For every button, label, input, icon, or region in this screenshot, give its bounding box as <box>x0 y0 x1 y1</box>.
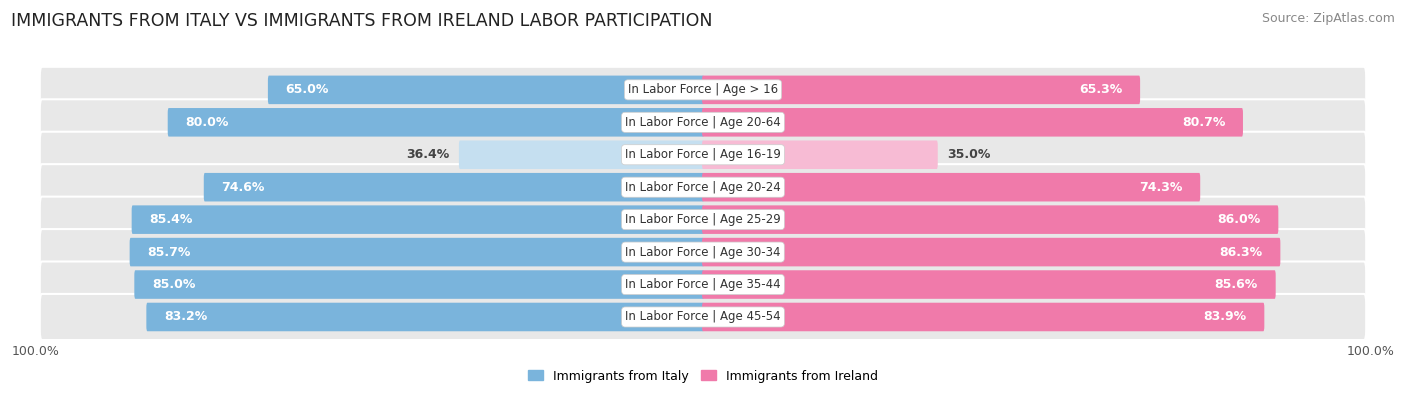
Text: IMMIGRANTS FROM ITALY VS IMMIGRANTS FROM IRELAND LABOR PARTICIPATION: IMMIGRANTS FROM ITALY VS IMMIGRANTS FROM… <box>11 12 713 30</box>
Text: In Labor Force | Age 35-44: In Labor Force | Age 35-44 <box>626 278 780 291</box>
Text: In Labor Force | Age 30-34: In Labor Force | Age 30-34 <box>626 246 780 259</box>
Text: 83.9%: 83.9% <box>1204 310 1247 324</box>
FancyBboxPatch shape <box>702 108 1243 137</box>
Text: 86.0%: 86.0% <box>1218 213 1261 226</box>
FancyBboxPatch shape <box>39 164 1367 210</box>
Text: In Labor Force | Age > 16: In Labor Force | Age > 16 <box>628 83 778 96</box>
FancyBboxPatch shape <box>39 229 1367 275</box>
Text: 85.7%: 85.7% <box>148 246 191 259</box>
Text: 65.0%: 65.0% <box>285 83 329 96</box>
FancyBboxPatch shape <box>702 238 1281 266</box>
Text: 80.7%: 80.7% <box>1182 116 1225 129</box>
Text: In Labor Force | Age 45-54: In Labor Force | Age 45-54 <box>626 310 780 324</box>
Text: 36.4%: 36.4% <box>406 148 450 161</box>
FancyBboxPatch shape <box>39 294 1367 340</box>
FancyBboxPatch shape <box>702 205 1278 234</box>
Legend: Immigrants from Italy, Immigrants from Ireland: Immigrants from Italy, Immigrants from I… <box>527 369 879 382</box>
Text: 74.6%: 74.6% <box>222 181 264 194</box>
Text: In Labor Force | Age 16-19: In Labor Force | Age 16-19 <box>626 148 780 161</box>
FancyBboxPatch shape <box>129 238 704 266</box>
Text: 85.6%: 85.6% <box>1215 278 1258 291</box>
FancyBboxPatch shape <box>702 75 1140 104</box>
FancyBboxPatch shape <box>204 173 704 201</box>
Text: In Labor Force | Age 20-64: In Labor Force | Age 20-64 <box>626 116 780 129</box>
Text: 80.0%: 80.0% <box>186 116 229 129</box>
FancyBboxPatch shape <box>39 197 1367 243</box>
FancyBboxPatch shape <box>39 67 1367 113</box>
Text: 85.4%: 85.4% <box>149 213 193 226</box>
FancyBboxPatch shape <box>458 141 704 169</box>
FancyBboxPatch shape <box>702 173 1201 201</box>
FancyBboxPatch shape <box>39 132 1367 178</box>
Text: 65.3%: 65.3% <box>1080 83 1122 96</box>
Text: 74.3%: 74.3% <box>1139 181 1182 194</box>
Text: In Labor Force | Age 25-29: In Labor Force | Age 25-29 <box>626 213 780 226</box>
Text: Source: ZipAtlas.com: Source: ZipAtlas.com <box>1261 12 1395 25</box>
FancyBboxPatch shape <box>135 270 704 299</box>
Text: 86.3%: 86.3% <box>1219 246 1263 259</box>
FancyBboxPatch shape <box>146 303 704 331</box>
Text: In Labor Force | Age 20-24: In Labor Force | Age 20-24 <box>626 181 780 194</box>
FancyBboxPatch shape <box>39 261 1367 308</box>
Text: 85.0%: 85.0% <box>152 278 195 291</box>
Text: 83.2%: 83.2% <box>165 310 207 324</box>
FancyBboxPatch shape <box>702 303 1264 331</box>
FancyBboxPatch shape <box>702 270 1275 299</box>
FancyBboxPatch shape <box>269 75 704 104</box>
FancyBboxPatch shape <box>39 99 1367 145</box>
FancyBboxPatch shape <box>167 108 704 137</box>
FancyBboxPatch shape <box>132 205 704 234</box>
Text: 35.0%: 35.0% <box>946 148 990 161</box>
FancyBboxPatch shape <box>702 141 938 169</box>
